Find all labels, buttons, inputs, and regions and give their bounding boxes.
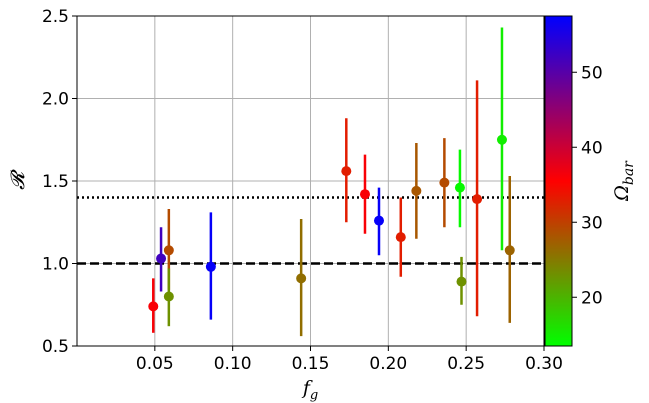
data-point [472,194,483,205]
y-tick-label: 1.0 [42,255,69,275]
data-point [296,273,307,284]
data-point [439,177,450,188]
y-tick-label: 2.0 [42,90,69,110]
y-tick-label: 2.5 [42,7,69,27]
colorbar [544,15,573,347]
colorbar-tick-label: 50 [581,63,603,83]
x-tick-label: 0.25 [447,354,485,374]
colorbar-label-sub: bar [621,160,637,185]
data-point [156,253,167,264]
y-axis: 0.5 1.0 1.5 2.0 2.5 [42,7,77,357]
x-tick-label: 0.30 [525,354,563,374]
y-axis-label: 𝓡 [7,169,29,190]
data-point [341,166,352,177]
x-tick-label: 0.15 [292,354,330,374]
colorbar-tick-label: 20 [581,288,603,308]
x-axis: 0.05 0.10 0.15 0.20 0.25 0.30 [136,346,563,374]
data-point [395,232,406,243]
data-point [148,301,159,312]
x-tick-label: 0.05 [136,354,174,374]
grid [77,15,545,347]
data-point [359,189,370,200]
data-point [373,215,384,226]
colorbar-label: Ωbar [611,160,637,202]
y-tick-label: 1.5 [42,172,69,192]
y-tick-label: 0.5 [42,337,69,357]
data-point [163,291,174,302]
x-tick-label: 0.10 [214,354,252,374]
data-point [504,245,515,256]
colorbar-tick-label: 30 [581,213,603,233]
x-axis-label-sub: g [310,388,318,403]
data-point [163,245,174,256]
data-point [496,134,507,145]
colorbar-label-main: Ω [611,185,633,202]
colorbar-tick-label: 40 [581,138,603,158]
colorbar-ticks: 20 30 40 50 [572,63,603,308]
x-tick-label: 0.20 [369,354,407,374]
x-axis-label: fg [301,377,318,403]
data-points [148,27,515,337]
data-point [205,261,216,272]
data-point [411,185,422,196]
x-axis-label-main: f [301,377,313,399]
data-point [454,182,465,193]
data-point [456,276,467,287]
